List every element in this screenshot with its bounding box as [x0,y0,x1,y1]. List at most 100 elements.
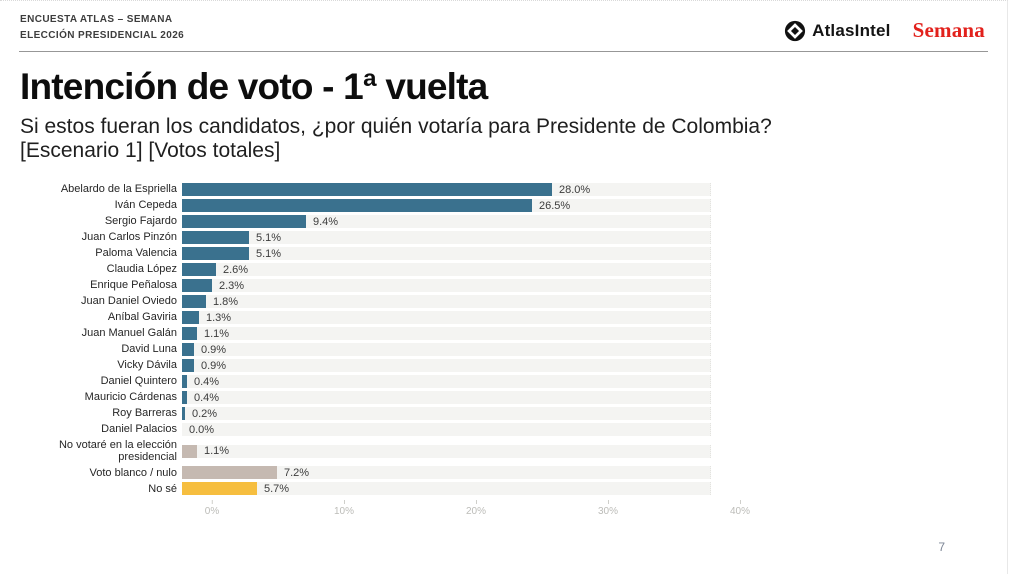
bar-label: No votaré en la elección presidencial [58,439,177,464]
bar [182,231,249,245]
tick-mark [739,500,741,505]
tick-label: 10% [333,506,355,518]
bar-value: 1.8% [213,295,239,308]
bar-value: 0.0% [189,423,215,436]
bar [182,215,306,229]
chart-row: Sergio Fajardo 9.4% [30,215,1007,229]
x-axis-tick: 10% [334,500,354,517]
bar [182,466,277,480]
bar [182,247,249,261]
tick-label: 20% [465,506,487,518]
header-divider [19,51,988,52]
bar-label: Roy Barreras [112,407,177,420]
chart-row: David Luna 0.9% [30,343,1007,357]
tick-mark [607,500,609,505]
bar [182,391,187,405]
atlasintel-wordmark: AtlasIntel [812,20,891,40]
brand-logos: AtlasIntel Semana [784,18,985,43]
x-axis-tick: 0% [205,500,219,517]
bar [182,482,257,496]
bar-track: 0.9% [182,359,711,373]
bar-label: Iván Cepeda [114,199,177,212]
bar [182,359,194,373]
chart-row: Iván Cepeda 26.5% [30,199,1007,213]
bar [182,311,199,325]
bar-value: 26.5% [539,199,571,212]
header-line1: ENCUESTA ATLAS – SEMANA [20,14,173,25]
vote-intention-bar-chart: Abelardo de la Espriella 28.0% Iván Cepeda… [30,183,1007,524]
bar-track: 5.7% [182,482,711,496]
chart-row: Paloma Valencia 5.1% [30,247,1007,261]
bar [182,375,187,389]
atlasintel-logo: AtlasIntel [784,20,891,42]
bar-value: 1.3% [206,311,232,324]
subtitle-line1: Si estos fueran los candidatos, ¿por qui… [20,115,772,138]
tick-mark [211,500,213,505]
chart-row: Juan Daniel Oviedo 1.8% [30,295,1007,309]
bar-track: 2.3% [182,279,711,293]
bar-track: 1.3% [182,311,711,325]
bar-value: 1.1% [204,327,230,340]
bar [182,263,216,277]
bar [182,279,212,293]
bar-label: David Luna [121,343,177,356]
chart-row: Daniel Palacios 0.0% [30,423,1007,437]
bar-label: Voto blanco / nulo [89,466,177,479]
bar-label: Paloma Valencia [95,247,177,260]
bar-track: 5.1% [182,231,711,245]
bar-label: Daniel Palacios [101,423,177,436]
chart-row: Claudia López 2.6% [30,263,1007,277]
chart-row: Roy Barreras 0.2% [30,407,1007,421]
bar-value: 0.4% [194,375,220,388]
bar-value: 0.9% [201,343,227,356]
bar-value: 28.0% [559,183,591,196]
bar-value: 9.4% [313,215,339,228]
bar-value: 5.1% [256,247,282,260]
chart-row: Juan Manuel Galán 1.1% [30,327,1007,341]
page-title: Intención de voto - 1ª vuelta [20,66,488,107]
bar-label: No sé [148,482,177,495]
semana-wordmark: Semana [912,18,985,42]
page-number: 7 [938,540,945,554]
bar-track: 2.6% [182,263,711,277]
bar-value: 5.1% [256,231,282,244]
bar [182,183,552,197]
bar-track: 0.4% [182,375,711,389]
bar-track: 0.4% [182,391,711,405]
bar-value: 2.6% [223,263,249,276]
bar [182,199,532,213]
bar-label: Mauricio Cárdenas [84,391,177,404]
header-kicker: ENCUESTA ATLAS – SEMANA ELECCIÓN PRESIDE… [20,12,184,43]
tick-mark [343,500,345,505]
bar-track: 7.2% [182,466,711,480]
bar-value: 0.4% [194,391,220,404]
bar-value: 0.2% [192,407,218,420]
bar-label: Enrique Peñalosa [90,279,177,292]
bar-value: 5.7% [264,482,290,495]
bar-track: 26.5% [182,199,711,213]
x-axis-tick: 30% [598,500,618,517]
bar-label: Juan Manuel Galán [81,327,177,340]
tick-label: 40% [729,506,751,518]
bar-label: Aníbal Gaviria [107,311,177,324]
x-axis-tick: 20% [466,500,486,517]
bar-label: Abelardo de la Espriella [60,183,177,196]
bar-value: 0.9% [201,359,227,372]
chart-row: Voto blanco / nulo 7.2% [30,466,1007,480]
subtitle-line2: [Escenario 1] [Votos totales] [20,138,281,162]
bar [182,343,194,357]
bar-track: 1.1% [182,444,711,458]
bar-value: 2.3% [219,279,245,292]
tick-label: 0% [204,506,220,518]
bar-track: 1.1% [182,327,711,341]
bar-label: Vicky Dávila [117,359,177,372]
x-axis: 0% 10% 20% 30% 40% [205,500,750,524]
bar-track: 0.0% [182,423,711,437]
x-axis-tick: 40% [730,500,750,517]
header: ENCUESTA ATLAS – SEMANA ELECCIÓN PRESIDE… [0,1,1007,43]
chart-row: Aníbal Gaviria 1.3% [30,311,1007,325]
bar-label: Juan Carlos Pinzón [81,231,177,244]
tick-label: 30% [597,506,619,518]
chart-row: No sé 5.7% [30,482,1007,496]
bar-label: Daniel Quintero [100,375,177,388]
